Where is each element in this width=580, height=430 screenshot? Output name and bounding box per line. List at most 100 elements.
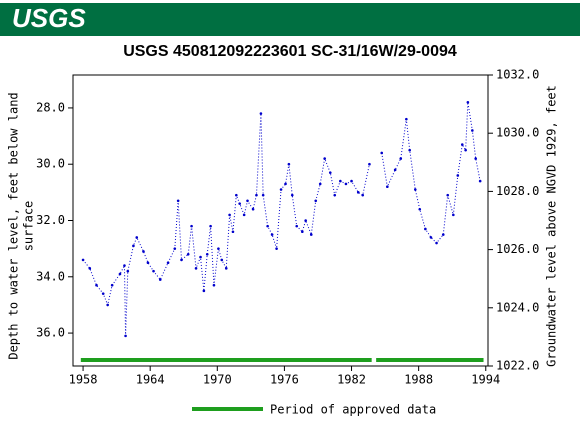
data-point bbox=[309, 233, 313, 236]
data-point bbox=[393, 168, 397, 172]
data-point bbox=[339, 179, 342, 183]
data-point bbox=[446, 193, 450, 197]
logo: USGS bbox=[12, 3, 86, 33]
data-point bbox=[275, 247, 278, 250]
data-point bbox=[231, 230, 235, 234]
data-point bbox=[220, 258, 224, 262]
data-point bbox=[380, 151, 384, 155]
data-point bbox=[261, 193, 265, 197]
data-point bbox=[304, 219, 307, 222]
data-point bbox=[135, 236, 139, 239]
data-point bbox=[126, 269, 130, 273]
y-tick-label: 34.0 bbox=[36, 269, 65, 283]
series-line bbox=[82, 102, 481, 336]
data-point bbox=[266, 224, 269, 228]
data-point bbox=[287, 162, 291, 166]
data-point bbox=[290, 193, 294, 197]
data-point bbox=[251, 207, 255, 211]
data-point bbox=[166, 261, 170, 265]
data-point bbox=[464, 148, 467, 152]
data-point bbox=[441, 233, 445, 236]
data-point bbox=[284, 182, 287, 186]
data-point bbox=[323, 157, 326, 160]
data-point bbox=[301, 230, 304, 234]
data-point bbox=[314, 199, 318, 203]
data-point bbox=[123, 264, 126, 267]
data-point bbox=[418, 207, 422, 211]
x-tick-label: 1994 bbox=[471, 373, 500, 387]
data-point bbox=[158, 278, 162, 281]
y2-tick-label: 1022.0 bbox=[496, 359, 539, 373]
data-point bbox=[333, 193, 337, 197]
data-point bbox=[466, 100, 470, 104]
data-point bbox=[106, 303, 109, 307]
data-point bbox=[180, 258, 183, 262]
data-point bbox=[118, 272, 122, 276]
plot-frame bbox=[72, 74, 489, 367]
data-point bbox=[142, 250, 145, 253]
x-tick-label: 1988 bbox=[404, 373, 433, 387]
chart-title: USGS 450812092223601 SC-31/16W/29-0094 bbox=[123, 43, 457, 60]
data-point bbox=[255, 193, 258, 197]
header-band bbox=[0, 3, 580, 36]
data-point bbox=[242, 213, 246, 217]
y2-tick-label: 1026.0 bbox=[496, 242, 539, 256]
x-tick-label: 1970 bbox=[203, 373, 232, 387]
data-point bbox=[424, 227, 427, 231]
data-point bbox=[110, 283, 114, 287]
data-point bbox=[270, 233, 274, 236]
data-point bbox=[295, 224, 299, 228]
data-point bbox=[405, 117, 408, 121]
data-point bbox=[456, 174, 460, 177]
data-point bbox=[186, 252, 190, 256]
y-axis-label: Depth to water level, feet below land bbox=[7, 92, 21, 359]
data-point bbox=[386, 185, 389, 189]
data-point bbox=[460, 143, 464, 146]
x-tick-label: 1958 bbox=[69, 373, 98, 387]
y2-axis-label: Groundwater level above NGVD 1929, feet bbox=[545, 85, 559, 367]
data-point bbox=[399, 157, 403, 160]
data-point bbox=[435, 241, 438, 245]
data-point bbox=[235, 193, 238, 197]
data-point bbox=[246, 199, 249, 203]
data-point bbox=[474, 157, 477, 160]
data-point bbox=[202, 289, 206, 293]
y2-tick-label: 1030.0 bbox=[496, 126, 539, 140]
data-point bbox=[471, 129, 474, 132]
data-point bbox=[356, 191, 360, 194]
data-point bbox=[368, 162, 371, 166]
data-point bbox=[152, 269, 155, 273]
data-point bbox=[124, 334, 127, 338]
x-tick-label: 1976 bbox=[270, 373, 299, 387]
data-point bbox=[413, 188, 417, 191]
y-tick-label: 32.0 bbox=[36, 213, 65, 227]
data-point bbox=[224, 267, 228, 270]
data-point bbox=[408, 148, 411, 152]
y-tick-label: 30.0 bbox=[36, 157, 65, 171]
y-tick-label: 36.0 bbox=[36, 326, 65, 340]
data-point bbox=[199, 255, 202, 259]
x-tick-label: 1982 bbox=[337, 373, 366, 387]
data-point bbox=[238, 202, 241, 205]
data-point bbox=[205, 252, 209, 256]
data-point bbox=[88, 267, 92, 270]
data-point bbox=[132, 244, 135, 248]
data-point bbox=[190, 224, 193, 228]
legend-label: Period of approved data bbox=[270, 403, 436, 417]
data-point bbox=[328, 171, 332, 174]
data-point bbox=[259, 112, 263, 115]
data-point bbox=[318, 182, 322, 186]
data-point bbox=[361, 193, 365, 197]
data-point bbox=[81, 258, 85, 262]
data-point bbox=[176, 199, 180, 203]
y2-tick-label: 1024.0 bbox=[496, 300, 539, 314]
data-point bbox=[452, 213, 455, 217]
data-point bbox=[279, 188, 283, 191]
data-point bbox=[194, 267, 198, 270]
y-tick-label: 28.0 bbox=[36, 100, 65, 114]
data-point bbox=[217, 247, 220, 250]
y2-tick-label: 1032.0 bbox=[496, 68, 539, 82]
data-point bbox=[344, 182, 348, 186]
data-point bbox=[429, 236, 433, 239]
